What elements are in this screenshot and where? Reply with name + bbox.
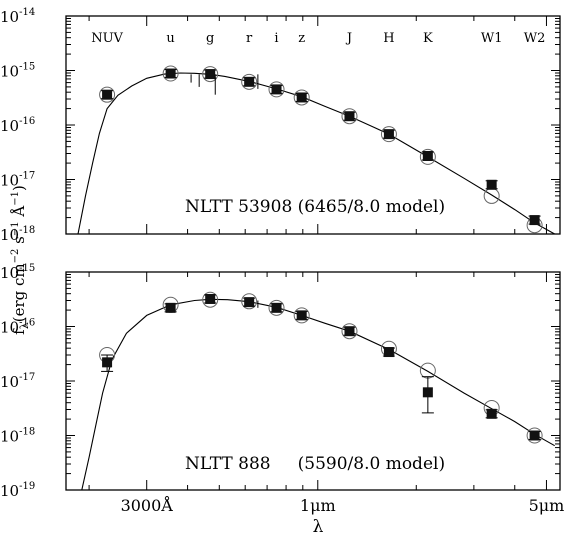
observed-point (529, 215, 540, 226)
y-tick-label: 10-17 (0, 372, 35, 391)
model-point (341, 323, 358, 340)
observed-flux-points (101, 293, 541, 441)
model-point (419, 362, 436, 379)
observed-point (344, 111, 355, 122)
model-point (268, 81, 285, 98)
observed-point (422, 150, 433, 161)
observed-point (422, 387, 433, 398)
filter-label: NUV (91, 31, 123, 46)
model-point (202, 66, 219, 83)
star-label: NLTT 888 (5590/8.0 model) (185, 454, 445, 474)
model-point (526, 427, 543, 444)
filter-label: W1 (481, 31, 503, 46)
model-spectrum-curve (77, 72, 555, 235)
observed-point (102, 357, 113, 368)
y-axis-label: fλ(erg cm−2 s−1 Å−1) (10, 185, 31, 335)
observed-point (244, 76, 255, 87)
observed-point (344, 326, 355, 337)
observed-point (296, 310, 307, 321)
observed-point (205, 69, 216, 80)
filter-label: K (423, 31, 433, 46)
filter-label: W2 (524, 31, 546, 46)
model-point (99, 86, 116, 103)
observed-point (205, 293, 216, 304)
model-point (483, 187, 500, 204)
y-axis-tick-labels: 10-18 10-17 10-16 10-15 10-14 (0, 7, 35, 244)
observed-flux-points (101, 68, 541, 226)
model-point (419, 148, 436, 165)
y-tick-label: 10-15 (0, 263, 35, 282)
y-tick-label: 10-18 (0, 225, 35, 244)
observed-point (383, 347, 394, 358)
filter-label: J (345, 31, 352, 46)
observed-point (165, 68, 176, 79)
observed-point (529, 430, 540, 441)
y-tick-label: 10-16 (0, 318, 35, 337)
star-label: NLTT 53908 (6465/8.0 model) (185, 197, 445, 217)
model-point (162, 65, 179, 82)
observed-point (296, 92, 307, 103)
x-tick-label: 5μm (529, 496, 565, 515)
x-tick-label: 3000Å (121, 495, 174, 515)
y-tick-label: 10-14 (0, 7, 35, 26)
filter-label: r (246, 31, 253, 46)
model-point (380, 126, 397, 143)
model-point (293, 89, 310, 106)
model-flux-points (99, 291, 543, 444)
model-point (241, 73, 258, 90)
y-tick-label: 10-16 (0, 116, 35, 135)
model-point (202, 291, 219, 308)
observed-point (102, 89, 113, 100)
panel-nltt-53908: 10-18 10-17 10-16 10-15 10-14 NUV u g r i z J H K W1 W… (0, 7, 561, 244)
filter-label: u (166, 31, 174, 46)
model-point (293, 307, 310, 324)
panel-nltt-888: 10-19 10-18 10-17 10-16 10-15 3000Å 1μm 5μm NL… (0, 263, 564, 515)
x-axis-label: λ (313, 517, 324, 537)
filter-labels: NUV u g r i z J H K W1 W2 (91, 31, 545, 46)
observed-point (244, 297, 255, 308)
x-axis-ticks (88, 272, 547, 490)
y-tick-label: 10-18 (0, 427, 35, 446)
observed-point (165, 302, 176, 313)
x-axis-tick-labels: 3000Å 1μm 5μm (121, 495, 565, 515)
x-tick-label: 1μm (300, 496, 336, 515)
x-axis-ticks (88, 16, 547, 234)
filter-label: H (383, 31, 394, 46)
filter-label: i (274, 31, 278, 46)
observed-point (271, 302, 282, 313)
model-flux-points (99, 65, 543, 234)
y-axis-ticks (66, 271, 560, 491)
observed-point (271, 84, 282, 95)
model-point (341, 108, 358, 125)
observed-point (486, 179, 497, 190)
observed-point (383, 129, 394, 140)
model-point (241, 293, 258, 310)
model-point (268, 299, 285, 316)
y-tick-label: 10-17 (0, 171, 35, 190)
filter-label: g (206, 31, 214, 46)
y-axis-ticks (66, 15, 560, 235)
y-tick-label: 10-19 (0, 481, 35, 500)
y-tick-label: 10-15 (0, 62, 35, 81)
observed-point (486, 408, 497, 419)
y-axis-tick-labels: 10-19 10-18 10-17 10-16 10-15 (0, 263, 35, 500)
model-spectrum-line (77, 72, 555, 235)
filter-label: z (298, 31, 305, 46)
